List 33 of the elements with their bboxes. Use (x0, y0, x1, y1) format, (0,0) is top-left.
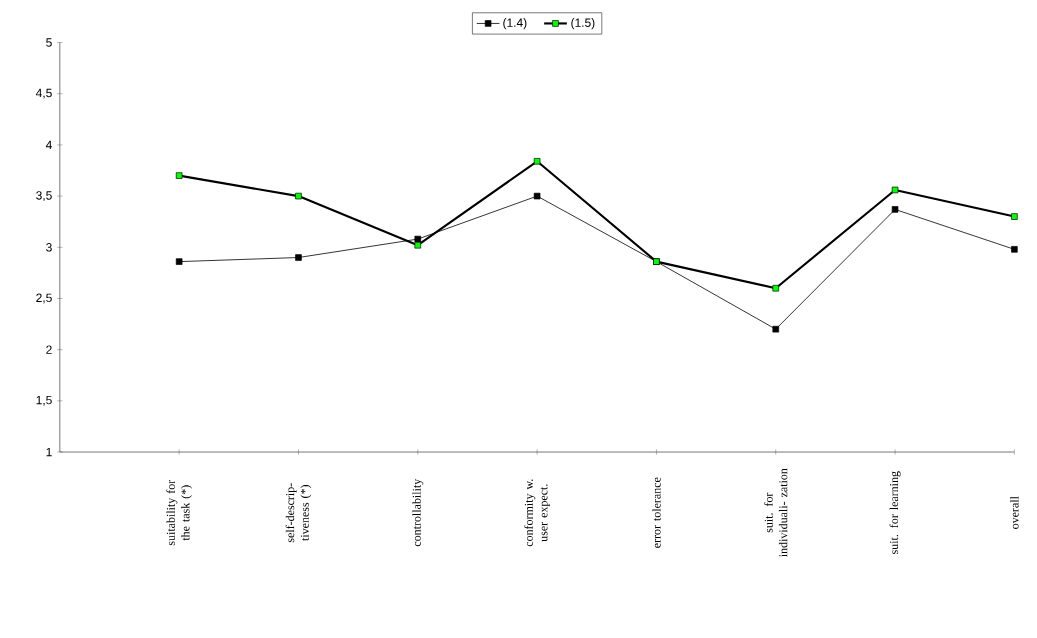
point (1011, 213, 1018, 220)
point (414, 235, 422, 243)
x-tick-label: overall (1010, 496, 1019, 529)
y-tick-label: 1,5 (36, 395, 52, 406)
point (175, 172, 183, 179)
point (891, 186, 899, 194)
x-tick-label: suit. for individuali- zation (764, 468, 788, 557)
x-tick-label: self-descrip- tiveness (*) (285, 483, 312, 543)
legend-label: (1.5) (571, 18, 595, 30)
y-tick-label: 2,5 (36, 293, 52, 304)
y-tick-label: 4,5 (35, 88, 52, 99)
x-tick-label: error tolerance (652, 477, 661, 548)
y-tick-label: 3 (46, 242, 52, 252)
point (295, 254, 302, 261)
point (533, 192, 541, 200)
y-tick-label: 5 (46, 38, 52, 47)
y-tick-label: 4 (45, 140, 52, 149)
x-tick-label: controllability (412, 478, 424, 547)
x-tick-label: suitability for the task (*) (166, 479, 192, 546)
y-tick-label: 2 (46, 345, 52, 354)
point (414, 241, 422, 249)
x-tick-label: conformity w. user expect. (524, 479, 550, 547)
point (175, 258, 183, 265)
legend-label: (1.4) (503, 18, 527, 30)
point (772, 325, 780, 333)
point (891, 206, 899, 213)
y-tick-label: 1 (46, 447, 52, 457)
point (533, 157, 541, 165)
x-tick-label: suit. for learning (889, 471, 901, 554)
y-tick-label: 3,5 (36, 191, 52, 201)
point (1011, 246, 1018, 253)
point (772, 284, 780, 292)
point (295, 192, 302, 200)
